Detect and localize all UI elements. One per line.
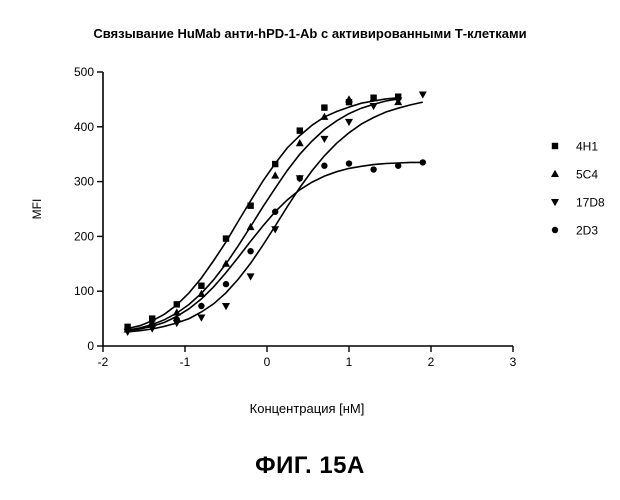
data-point-4h1 — [174, 301, 180, 307]
fit-curve-4h1 — [128, 98, 399, 329]
figure-label: ФИГ. 15А — [0, 452, 620, 480]
data-point-5с4 — [345, 95, 353, 102]
legend-label-17d8: 17D8 — [576, 196, 605, 210]
data-point-17d8 — [247, 273, 255, 280]
y-tick-label: 400 — [74, 120, 94, 134]
x-tick-label: 2 — [428, 355, 435, 369]
y-tick-label: 0 — [87, 339, 94, 353]
data-point-2d3 — [395, 163, 401, 169]
x-tick-label: 1 — [346, 355, 353, 369]
legend-marker-17d8 — [551, 199, 559, 206]
data-point-17d8 — [370, 103, 378, 110]
data-point-2d3 — [247, 248, 253, 254]
data-point-4h1 — [223, 235, 229, 241]
fit-curve-5с4 — [128, 99, 399, 330]
legend: 4H1 5С4 17D8 2D3 — [551, 140, 605, 238]
data-point-17d8 — [345, 119, 353, 126]
data-point-2d3 — [420, 159, 426, 165]
data-point-4h1 — [297, 127, 303, 133]
data-point-17d8 — [320, 136, 328, 143]
y-axis-label: MFI — [30, 199, 44, 220]
data-point-17d8 — [197, 315, 205, 322]
data-point-4h1 — [321, 104, 327, 110]
legend-label-2d3: 2D3 — [576, 224, 598, 238]
y-tick-label: 300 — [74, 175, 94, 189]
data-point-2d3 — [370, 166, 376, 172]
data-point-4h1 — [198, 283, 204, 289]
data-points — [124, 91, 427, 335]
data-point-2d3 — [272, 209, 278, 215]
data-point-4h1 — [247, 203, 253, 209]
data-point-5с4 — [296, 139, 304, 146]
legend-marker-4h1 — [552, 143, 558, 149]
y-tick-label: 100 — [74, 284, 94, 298]
data-point-17d8 — [419, 91, 427, 98]
data-point-2d3 — [321, 163, 327, 169]
legend-label-4h1: 4H1 — [576, 140, 598, 154]
legend-marker-5с4 — [551, 170, 559, 177]
data-point-2d3 — [346, 160, 352, 166]
x-tick-label: 3 — [510, 355, 517, 369]
x-axis-label: Концентрация [нМ] — [250, 401, 365, 416]
axes: 0 100 200 300 400 500 -2 -1 0 1 2 3 — [74, 65, 517, 369]
data-point-17d8 — [222, 303, 230, 310]
x-tick-label: 0 — [264, 355, 271, 369]
data-point-2d3 — [124, 327, 130, 333]
data-point-2d3 — [198, 303, 204, 309]
data-point-2d3 — [223, 281, 229, 287]
legend-marker-2d3 — [552, 227, 558, 233]
data-point-2d3 — [174, 316, 180, 322]
x-tick-label: -2 — [98, 355, 109, 369]
data-point-5с4 — [247, 223, 255, 230]
data-point-5с4 — [271, 171, 279, 178]
fit-curve-17d8 — [128, 102, 423, 332]
y-tick-label: 500 — [74, 65, 94, 79]
x-tick-label: -1 — [180, 355, 191, 369]
data-point-2d3 — [297, 175, 303, 181]
data-point-2d3 — [149, 323, 155, 329]
data-point-4h1 — [272, 161, 278, 167]
y-tick-label: 200 — [74, 229, 94, 243]
legend-label-5с4: 5С4 — [576, 168, 598, 182]
